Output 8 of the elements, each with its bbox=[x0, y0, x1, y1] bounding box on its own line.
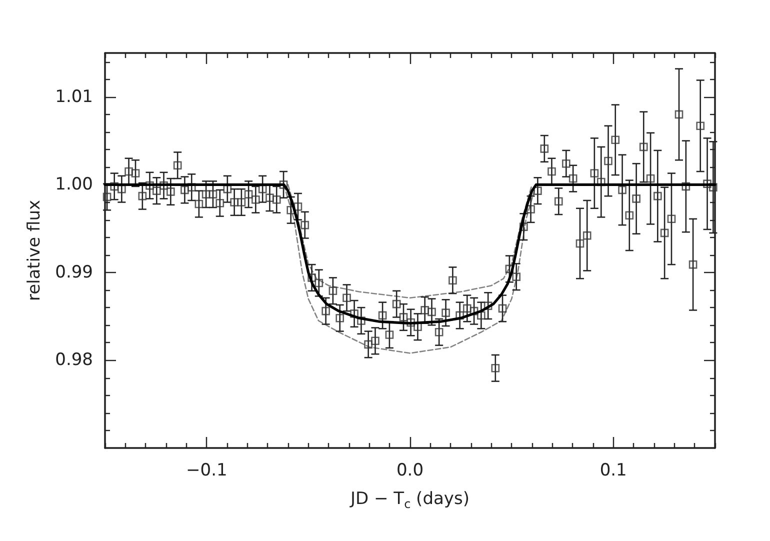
y-axis-title: relative flux bbox=[24, 200, 44, 302]
x-tick-label: 0.0 bbox=[396, 460, 424, 480]
y-tick-label: 1.01 bbox=[55, 86, 93, 107]
y-tick-label: 0.98 bbox=[55, 350, 93, 370]
x-tick-label: −0.1 bbox=[186, 460, 228, 480]
x-tick-label: 0.1 bbox=[600, 460, 627, 480]
y-tick-label: 1.00 bbox=[55, 174, 93, 195]
y-tick-label: 0.99 bbox=[55, 262, 93, 282]
